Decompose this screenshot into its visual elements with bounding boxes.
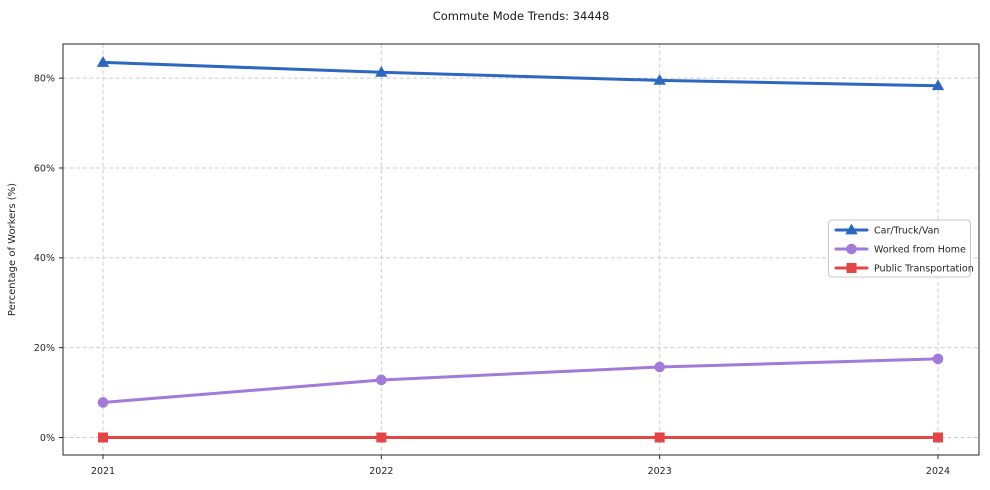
y-tick-label: 0% <box>40 433 55 444</box>
legend-item-label: Public Transportation <box>874 263 974 274</box>
legend-marker-circle <box>846 243 857 255</box>
data-point-car-truck-van-2021 <box>96 56 110 67</box>
y-axis-label: Percentage of Workers (%) <box>7 183 18 316</box>
legend-item-worked-from-home: Worked from Home <box>834 243 966 255</box>
legend-marker-square <box>846 263 857 273</box>
x-tick-label: 2021 <box>91 466 115 477</box>
legend-marker-triangle-up <box>845 223 858 235</box>
data-point-car-truck-van-2024 <box>931 79 945 91</box>
chart-title: Commute Mode Trends: 34448 <box>433 9 610 23</box>
x-tick-label: 2023 <box>648 466 672 477</box>
data-point-public-transportation-2022 <box>376 432 387 443</box>
series-line-worked-from-home <box>101 357 940 404</box>
axis-ticks <box>59 77 939 459</box>
series-line-car-truck-van <box>101 60 940 88</box>
legend-box <box>828 219 971 278</box>
y-tick-label: 60% <box>34 163 55 174</box>
x-tick-label: 2024 <box>926 466 950 477</box>
legend-item-label: Worked from Home <box>874 244 966 255</box>
data-point-public-transportation-2021 <box>98 432 108 443</box>
data-point-car-truck-van-2022 <box>375 65 388 77</box>
legend-item-public-transportation: Public Transportation <box>834 263 974 274</box>
y-tick-label: 40% <box>34 253 55 264</box>
data-point-public-transportation-2024 <box>933 432 943 443</box>
data-point-car-truck-van-2023 <box>653 73 666 85</box>
gridlines <box>63 44 979 455</box>
data-point-worked-from-home-2021 <box>97 397 109 408</box>
legend: Car/Truck/Van Worked from Home Public Tran… <box>828 219 974 278</box>
legend-item-car-truck-van: Car/Truck/Van <box>834 223 939 236</box>
legend-item-label: Car/Truck/Van <box>874 225 939 236</box>
tick-labels: 0% 20% 40% 60% 80% 2021 2022 2023 2024 <box>34 73 950 477</box>
y-tick-label: 20% <box>34 343 55 354</box>
x-tick-label: 2022 <box>369 466 393 477</box>
data-point-worked-from-home-2022 <box>376 374 387 386</box>
y-tick-label: 80% <box>34 73 55 84</box>
data-point-worked-from-home-2023 <box>654 361 665 373</box>
data-point-public-transportation-2023 <box>654 432 665 443</box>
series-layer <box>96 56 945 443</box>
data-point-worked-from-home-2024 <box>932 353 944 365</box>
plot-border <box>62 43 980 456</box>
